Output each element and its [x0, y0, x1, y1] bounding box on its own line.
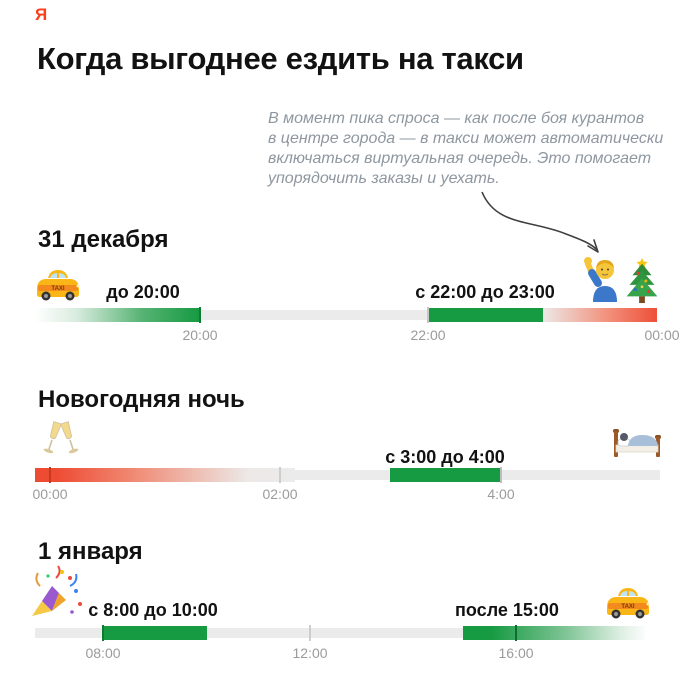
tick-0800: [102, 625, 104, 641]
segment-red-peak-after-midnight: [35, 468, 295, 482]
tick-1600: [515, 625, 517, 641]
tick-label-0000: 00:00: [32, 486, 68, 502]
taxi-icon: TAXI: [37, 270, 80, 301]
tick-label-0400: 4:00: [487, 486, 515, 502]
range-label-0300-0400: с 3:00 до 4:00: [385, 447, 505, 467]
section-heading-jan1: 1 января: [38, 538, 143, 565]
range-label-before-2000: до 20:00: [106, 282, 180, 302]
timeline-track-jan1: [35, 628, 463, 638]
range-label-0800-1000: с 8:00 до 10:00: [88, 600, 218, 620]
annotation-line: упорядочить заказы и уехать.: [268, 170, 500, 187]
tick-2000: [199, 307, 201, 323]
tick-2200: [427, 307, 429, 323]
person-in-bed-icon: [613, 429, 661, 457]
section-heading-dec31: 31 декабря: [38, 226, 169, 253]
section-heading-newyear-night: Новогодняя ночь: [38, 386, 245, 413]
tick-0200: [279, 467, 281, 483]
segment-green-2200-2300: [428, 308, 543, 322]
tick-label-1200: 12:00: [292, 645, 328, 661]
christmas-tree-icon: [626, 258, 658, 304]
annotation-line: в центре города — в такси может автомати…: [268, 130, 664, 147]
timeline-track-newyear-night: [35, 470, 660, 480]
annotation-line: В момент пика спроса — как после боя кур…: [268, 110, 645, 127]
range-label-2200-2300: с 22:00 до 23:00: [415, 282, 555, 302]
yandex-logo: Я: [35, 5, 48, 24]
tick-label-2200: 22:00: [410, 327, 446, 343]
tick-0400: [500, 467, 502, 483]
tick-1200: [309, 625, 311, 641]
man-raising-hand-icon: [584, 257, 617, 302]
tick-label-1600: 16:00: [498, 645, 534, 661]
taxi-icon-text: TAXI: [621, 604, 635, 610]
segment-green-0800-1000: [103, 626, 207, 640]
clinking-glasses-icon: [43, 421, 79, 454]
segment-green-after-1500: [463, 626, 648, 640]
timeline-track-dec31: [35, 310, 657, 320]
segment-green-before-2000: [35, 308, 200, 322]
tick-label-0800: 08:00: [85, 645, 121, 661]
range-label-after-1500: после 15:00: [455, 600, 559, 620]
taxi-icon: TAXI: [607, 588, 650, 619]
party-popper-icon: [32, 565, 82, 616]
tick-label-0200: 02:00: [262, 486, 298, 502]
tick-0000: [49, 467, 51, 483]
annotation-block: В момент пика спроса — как после боя кур…: [268, 109, 663, 189]
segment-green-0300-0400: [390, 468, 501, 482]
taxi-icon-text: TAXI: [51, 286, 65, 292]
tick-label-0000: 00:00: [644, 327, 680, 343]
segment-red-peak-midnight: [543, 308, 657, 322]
annotation-line: включаться виртуальная очередь. Это помо…: [268, 150, 652, 167]
annotation-arrow: [481, 191, 599, 253]
page-title: Когда выгоднее ездить на такси: [37, 41, 524, 76]
tick-label-2000: 20:00: [182, 327, 218, 343]
